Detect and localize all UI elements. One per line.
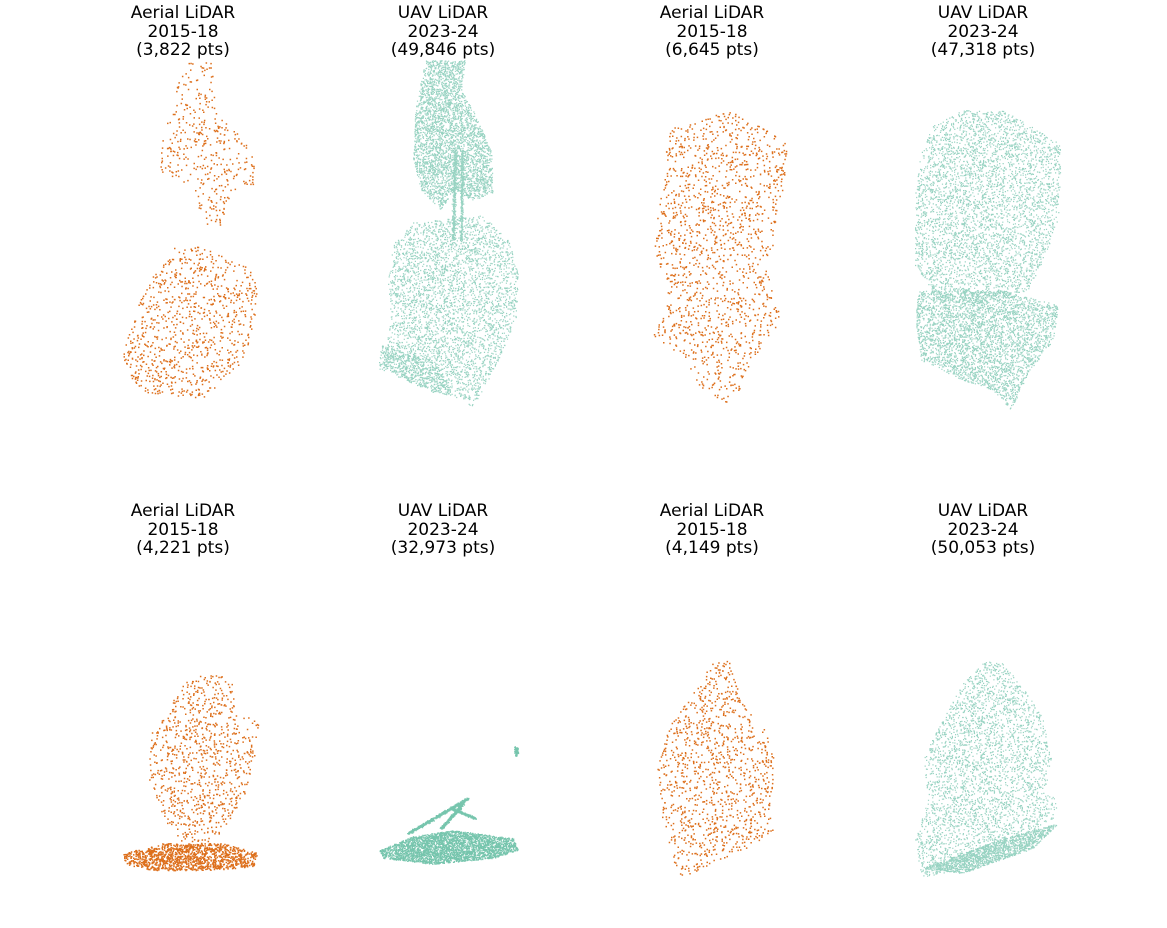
years-label: 2015-18 <box>676 21 748 42</box>
point-cloud-points <box>915 661 1058 877</box>
aerial-point-cloud-icon <box>123 62 258 399</box>
aerial-point-cloud-icon <box>657 660 775 876</box>
uav-point-cloud-icon <box>915 110 1062 410</box>
panel-uav-4: UAV LiDAR 2023-24 (50,053 pts) <box>853 498 1113 928</box>
sensor-label: Aerial LiDAR <box>130 3 236 23</box>
panel-title: UAV LiDAR 2023-24 (49,846 pts) <box>313 4 573 60</box>
points-count: (32,973 pts) <box>390 538 496 558</box>
sensor-label: UAV LiDAR <box>937 3 1029 23</box>
points-count: (4,221 pts) <box>136 538 230 558</box>
sensor-label: Aerial LiDAR <box>659 3 765 23</box>
point-cloud-points <box>379 746 520 865</box>
points-count: (6,645 pts) <box>665 40 759 60</box>
years-label: 2023-24 <box>947 21 1019 42</box>
uav-point-cloud-icon <box>379 746 520 865</box>
point-cloud-points <box>379 60 519 407</box>
sensor-label: UAV LiDAR <box>937 501 1029 521</box>
points-count: (49,846 pts) <box>390 40 496 60</box>
points-count: (47,318 pts) <box>930 40 1036 60</box>
aerial-point-cloud-icon <box>123 675 260 872</box>
years-label: 2015-18 <box>147 21 219 42</box>
years-label: 2023-24 <box>407 519 479 540</box>
point-cloud-points <box>915 110 1062 410</box>
years-label: 2023-24 <box>947 519 1019 540</box>
aerial-point-cloud-icon <box>653 112 788 403</box>
years-label: 2023-24 <box>407 21 479 42</box>
point-cloud-points <box>123 675 260 872</box>
point-cloud-points <box>653 112 788 403</box>
point-cloud-points <box>657 660 775 876</box>
sensor-label: UAV LiDAR <box>397 3 489 23</box>
points-count: (4,149 pts) <box>665 538 759 558</box>
panel-aerial-3: Aerial LiDAR 2015-18 (4,221 pts) <box>53 498 313 928</box>
point-cloud-points <box>123 62 258 399</box>
panel-title: Aerial LiDAR 2015-18 (6,645 pts) <box>582 4 842 60</box>
panel-uav-2: UAV LiDAR 2023-24 (47,318 pts) <box>853 0 1113 430</box>
panel-uav-3: UAV LiDAR 2023-24 (32,973 pts) <box>313 498 573 928</box>
panel-aerial-4: Aerial LiDAR 2015-18 (4,149 pts) <box>582 498 842 928</box>
sensor-label: UAV LiDAR <box>397 501 489 521</box>
panel-title: Aerial LiDAR 2015-18 (3,822 pts) <box>53 4 313 60</box>
years-label: 2015-18 <box>676 519 748 540</box>
panel-title: Aerial LiDAR 2015-18 (4,149 pts) <box>582 502 842 558</box>
panel-title: Aerial LiDAR 2015-18 (4,221 pts) <box>53 502 313 558</box>
sensor-label: Aerial LiDAR <box>130 501 236 521</box>
uav-point-cloud-icon <box>915 661 1058 877</box>
panel-aerial-2: Aerial LiDAR 2015-18 (6,645 pts) <box>582 0 842 430</box>
panel-aerial-1: Aerial LiDAR 2015-18 (3,822 pts) <box>53 0 313 430</box>
panel-title: UAV LiDAR 2023-24 (47,318 pts) <box>853 4 1113 60</box>
points-count: (3,822 pts) <box>136 40 230 60</box>
sensor-label: Aerial LiDAR <box>659 501 765 521</box>
panel-title: UAV LiDAR 2023-24 (32,973 pts) <box>313 502 573 558</box>
panel-uav-1: UAV LiDAR 2023-24 (49,846 pts) <box>313 0 573 430</box>
panel-title: UAV LiDAR 2023-24 (50,053 pts) <box>853 502 1113 558</box>
years-label: 2015-18 <box>147 519 219 540</box>
points-count: (50,053 pts) <box>930 538 1036 558</box>
uav-point-cloud-icon <box>379 60 519 407</box>
